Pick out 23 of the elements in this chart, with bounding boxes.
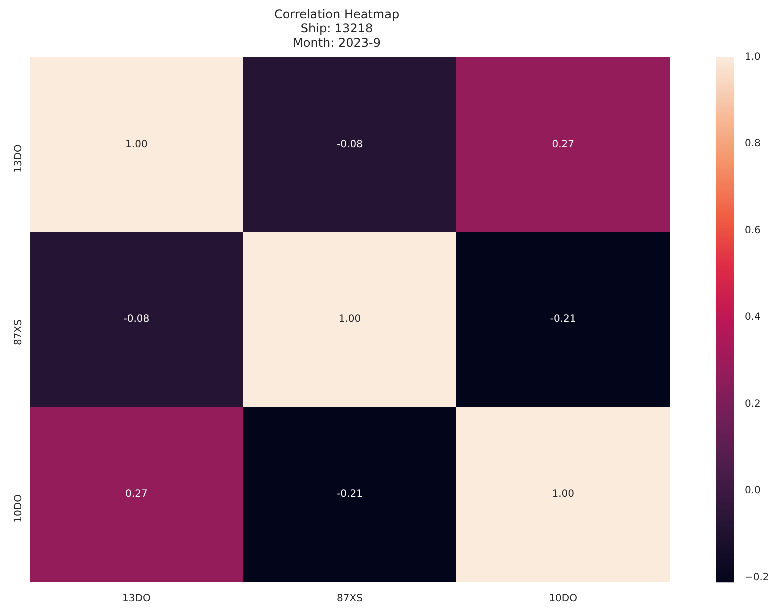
data-label: 1.00 — [552, 489, 574, 500]
color-bar-label: −0.2 — [745, 572, 770, 584]
color-bar-label: 0.8 — [745, 138, 761, 150]
data-label: -0.08 — [124, 314, 150, 326]
color-bar-label: 0.2 — [745, 398, 761, 410]
data-label: 0.27 — [126, 489, 148, 500]
data-label: -0.08 — [337, 139, 363, 150]
color-bar-label: 1.0 — [745, 52, 761, 63]
y-tick-label: 87XS — [14, 320, 25, 346]
y-tick-label: 13DO — [14, 144, 25, 173]
y-tick-label: 10DO — [14, 494, 25, 523]
x-tick-label: 13DO — [122, 594, 151, 605]
color-bar-label: 0.0 — [745, 486, 761, 497]
chart-title: Correlation Heatmap Ship: 13218 Month: 2023-9 — [274, 7, 400, 50]
data-label: 1.00 — [126, 139, 148, 150]
data-label: -0.21 — [550, 314, 576, 326]
x-tick-label: 87XS — [337, 594, 363, 605]
data-label: 1.00 — [338, 314, 362, 326]
data-label: 0.27 — [552, 139, 574, 150]
data-label: -0.21 — [337, 489, 363, 500]
x-tick-label: 10DO — [549, 594, 578, 605]
color-bar-label: 0.4 — [745, 312, 761, 324]
color-bar-label: 0.6 — [745, 225, 761, 236]
